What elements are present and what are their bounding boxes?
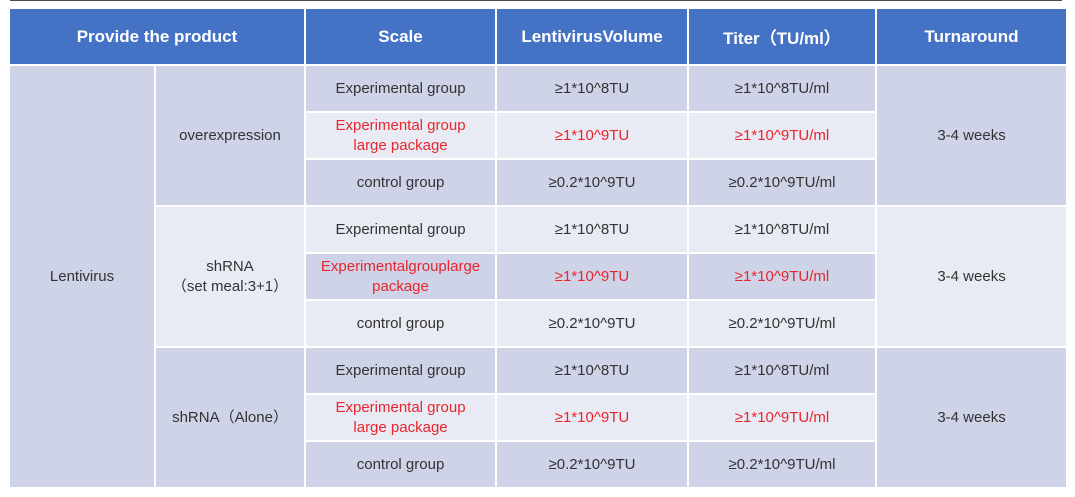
top-border-line bbox=[10, 0, 1062, 1]
titer-cell: ≥0.2*10^9TU/ml bbox=[689, 442, 876, 487]
turnaround-cell: 3-4 weeks bbox=[877, 207, 1067, 346]
scale-cell: control group bbox=[306, 442, 496, 487]
header-turnaround: Turnaround bbox=[877, 9, 1067, 64]
volume-cell: ≥0.2*10^9TU bbox=[497, 301, 688, 346]
volume-cell: ≥0.2*10^9TU bbox=[497, 160, 688, 205]
titer-cell: ≥0.2*10^9TU/ml bbox=[689, 301, 876, 346]
header-titer: Titer（TU/ml） bbox=[689, 9, 876, 64]
table-row: Experimental group large package ≥1*10^9… bbox=[10, 395, 1066, 440]
turnaround-cell: 3-4 weeks bbox=[877, 66, 1067, 205]
scale-cell: Experimental group bbox=[306, 348, 496, 393]
volume-cell: ≥1*10^9TU bbox=[497, 113, 688, 158]
category-cell-shrna-alone: shRNA（Alone） bbox=[156, 348, 305, 487]
table-row: shRNA（Alone） Experimental group ≥1*10^8T… bbox=[10, 348, 1067, 487]
table-header-row: Provide the product Scale LentivirusVolu… bbox=[10, 9, 1067, 64]
table-row: Experimental group large package ≥1*10^9… bbox=[10, 113, 1066, 158]
table-row: shRNA （set meal:3+1） Experimental group … bbox=[10, 207, 1067, 346]
titer-cell: ≥1*10^9TU/ml bbox=[689, 254, 876, 299]
table-row: control group ≥0.2*10^9TU ≥0.2*10^9TU/ml bbox=[10, 301, 1066, 346]
header-scale: Scale bbox=[306, 9, 496, 64]
table-row: Lentivirus overexpression Experimental g… bbox=[10, 66, 1067, 487]
volume-cell: ≥1*10^9TU bbox=[497, 254, 688, 299]
scale-cell: Experimental group large package bbox=[306, 395, 496, 440]
titer-cell: ≥0.2*10^9TU/ml bbox=[689, 160, 876, 205]
scale-cell: Experimental group bbox=[306, 66, 496, 111]
titer-cell: ≥1*10^8TU/ml bbox=[689, 348, 876, 393]
lentivirus-product-table: Provide the product Scale LentivirusVolu… bbox=[8, 7, 1068, 489]
volume-cell: ≥1*10^9TU bbox=[497, 395, 688, 440]
scale-cell: control group bbox=[306, 160, 496, 205]
titer-cell: ≥1*10^8TU/ml bbox=[689, 66, 876, 111]
header-provide-the-product: Provide the product bbox=[10, 9, 305, 64]
table-row: Experimentalgrouplarge package ≥1*10^9TU… bbox=[10, 254, 1066, 299]
scale-cell: Experimental group large package bbox=[306, 113, 496, 158]
titer-cell: ≥1*10^9TU/ml bbox=[689, 395, 876, 440]
turnaround-cell: 3-4 weeks bbox=[877, 348, 1067, 487]
volume-cell: ≥0.2*10^9TU bbox=[497, 442, 688, 487]
volume-cell: ≥1*10^8TU bbox=[497, 66, 688, 111]
header-lentivirus-volume: LentivirusVolume bbox=[497, 9, 688, 64]
table-row: control group ≥0.2*10^9TU ≥0.2*10^9TU/ml bbox=[10, 442, 1066, 487]
titer-cell: ≥1*10^9TU/ml bbox=[689, 113, 876, 158]
category-cell-overexpression: overexpression bbox=[156, 66, 305, 205]
scale-cell: Experimental group bbox=[306, 207, 496, 252]
category-cell-shrna-set-meal: shRNA （set meal:3+1） bbox=[156, 207, 305, 346]
scale-cell: Experimentalgrouplarge package bbox=[306, 254, 496, 299]
scale-cell: control group bbox=[306, 301, 496, 346]
table-row: control group ≥0.2*10^9TU ≥0.2*10^9TU/ml bbox=[10, 160, 1066, 205]
titer-cell: ≥1*10^8TU/ml bbox=[689, 207, 876, 252]
volume-cell: ≥1*10^8TU bbox=[497, 348, 688, 393]
volume-cell: ≥1*10^8TU bbox=[497, 207, 688, 252]
product-cell: Lentivirus bbox=[10, 66, 154, 487]
